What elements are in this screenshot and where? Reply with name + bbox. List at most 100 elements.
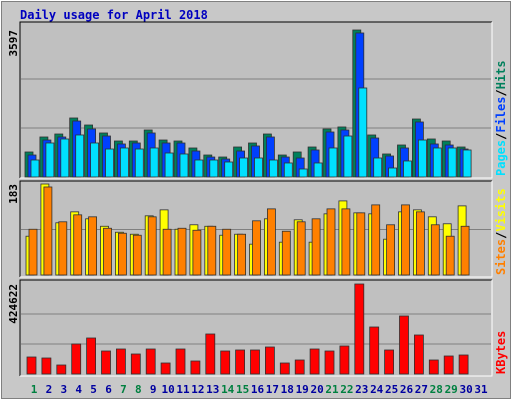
x-tick-label: 27 <box>415 383 428 396</box>
bar <box>413 334 424 375</box>
bar <box>164 152 174 178</box>
bar <box>90 142 99 178</box>
x-tick-label: 17 <box>266 383 279 396</box>
bar <box>399 315 409 375</box>
x-tick-label: 25 <box>385 383 398 396</box>
bar <box>26 356 37 375</box>
bar <box>354 283 365 375</box>
bar <box>356 212 366 276</box>
bar <box>313 162 323 178</box>
bar <box>162 228 172 276</box>
bar <box>120 147 129 178</box>
bar <box>43 186 53 276</box>
bar <box>190 360 201 375</box>
bar <box>160 362 171 375</box>
y-tick-label: 424622 <box>7 284 20 324</box>
x-tick-label: 31 <box>474 383 488 396</box>
legend: Sites/Visits <box>494 188 508 275</box>
bar <box>222 228 232 276</box>
x-tick-label: 16 <box>251 383 265 396</box>
bar <box>417 139 427 178</box>
bar <box>88 216 97 276</box>
bar <box>224 161 234 178</box>
plot-border <box>19 279 492 376</box>
x-tick-label: 24 <box>370 383 384 396</box>
bar <box>343 135 353 178</box>
legend-entry: Files <box>494 97 508 133</box>
bar <box>279 362 290 375</box>
bar <box>118 232 127 276</box>
bar <box>73 214 83 276</box>
bar <box>428 359 439 375</box>
bar <box>177 227 187 276</box>
bar <box>145 348 156 375</box>
legend-entry: KBytes <box>494 331 508 374</box>
bar <box>388 167 398 178</box>
x-tick-label: 28 <box>430 383 443 396</box>
bar <box>298 168 308 178</box>
bar <box>309 348 320 375</box>
bar <box>415 211 425 276</box>
legend-entry: Hits <box>494 60 508 89</box>
x-tick-label: 29 <box>445 383 458 396</box>
bar <box>447 147 457 178</box>
bar <box>358 87 368 178</box>
bar <box>311 218 321 276</box>
x-tick-label: 7 <box>120 383 127 396</box>
bar <box>30 159 40 178</box>
bar <box>460 225 470 276</box>
bar <box>209 159 219 178</box>
bar <box>462 149 472 178</box>
bar <box>192 229 202 276</box>
legend-separator: / <box>494 89 508 96</box>
plot-border <box>19 180 492 277</box>
legend: KBytes <box>494 331 508 374</box>
bar <box>86 337 96 375</box>
bar <box>458 354 469 375</box>
bar <box>324 350 335 375</box>
x-tick-label: 14 <box>221 383 235 396</box>
bar <box>105 148 114 178</box>
bar <box>373 157 383 178</box>
bar <box>403 160 412 178</box>
bar <box>207 225 217 276</box>
bar <box>386 224 396 276</box>
bar <box>132 234 142 276</box>
legend-entry: Pages <box>494 140 508 176</box>
bar <box>266 208 276 276</box>
y-tick-label: 3597 <box>7 30 20 57</box>
x-tick-label: 23 <box>355 383 368 396</box>
bar <box>103 227 112 276</box>
bar <box>328 147 338 178</box>
x-tick-label: 2 <box>46 383 53 396</box>
bar <box>71 343 82 375</box>
bar <box>56 364 67 375</box>
x-tick-label: 8 <box>135 383 142 396</box>
x-tick-label: 30 <box>459 383 472 396</box>
x-tick-label: 20 <box>310 383 323 396</box>
bar <box>45 142 55 178</box>
x-tick-label: 11 <box>176 383 190 396</box>
bar <box>252 220 261 276</box>
bar <box>116 348 126 375</box>
bar <box>341 208 351 276</box>
bar <box>75 134 85 178</box>
bar <box>235 349 246 375</box>
bar <box>179 153 189 178</box>
bar <box>432 147 442 178</box>
legend-entry: Sites <box>494 239 508 275</box>
x-tick-label: 12 <box>191 383 204 396</box>
bar <box>283 162 293 178</box>
x-tick-label: 22 <box>340 383 353 396</box>
bar <box>101 350 111 375</box>
x-tick-label: 9 <box>150 383 157 396</box>
legend-entry: Visits <box>494 188 508 231</box>
bar <box>175 348 186 375</box>
plot-border <box>20 181 493 278</box>
bar <box>443 355 454 375</box>
bar <box>264 346 275 375</box>
bar <box>237 233 247 276</box>
bar <box>339 345 350 375</box>
